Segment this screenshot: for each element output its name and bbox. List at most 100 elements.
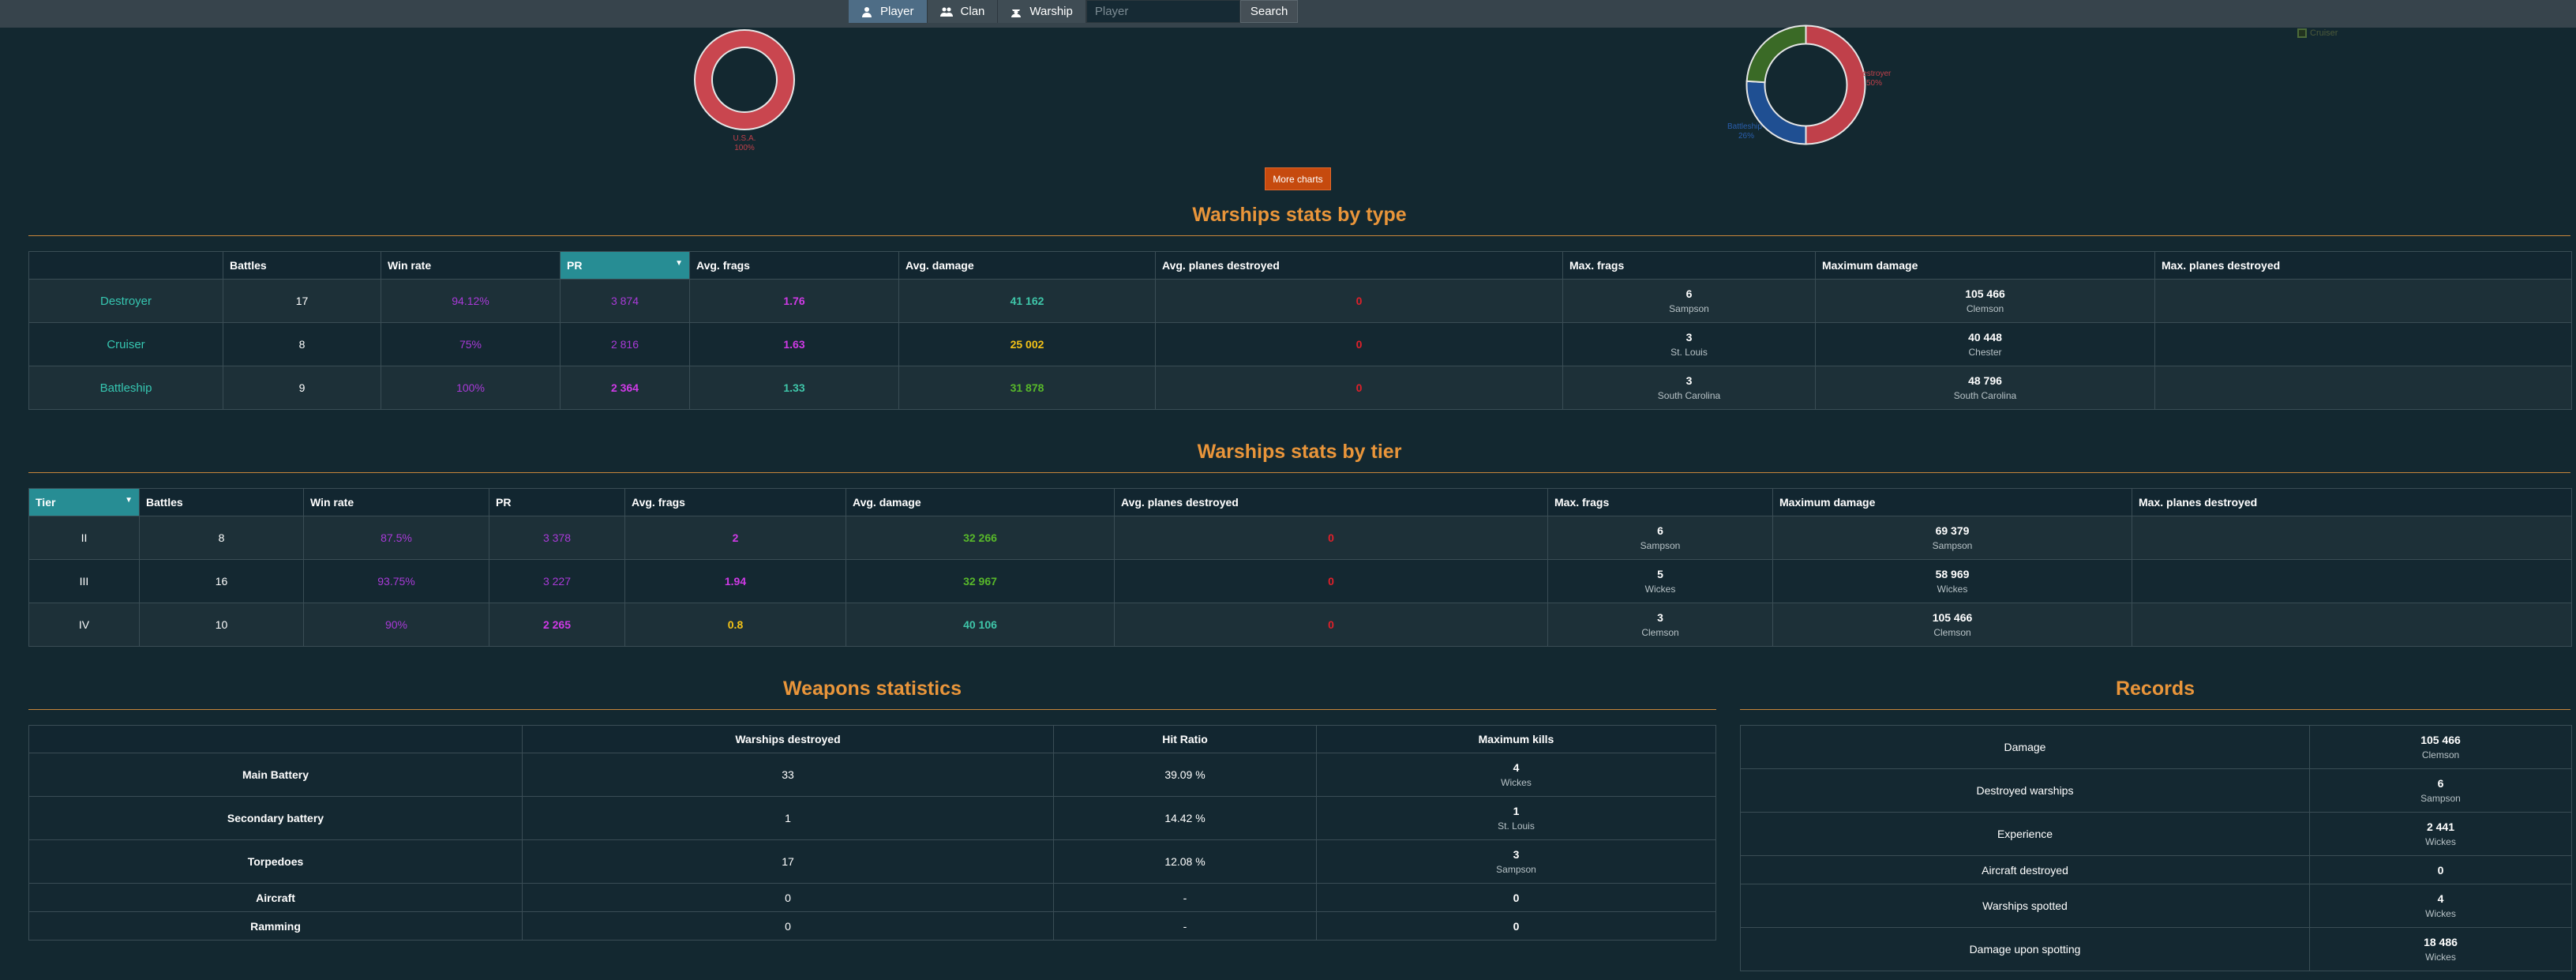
player-tab-label: Player bbox=[880, 5, 914, 18]
warship-tab[interactable]: Warship bbox=[998, 0, 1086, 23]
winrate-cell: 87.5% bbox=[303, 516, 489, 560]
tier-col-tier[interactable]: Tier ▼ bbox=[28, 488, 140, 516]
search-nav-group: Player Clan Warship Search bbox=[849, 0, 1299, 23]
nation-name-text: U.S.A. bbox=[733, 134, 756, 143]
player-tab[interactable]: Player bbox=[849, 0, 928, 23]
table-row: Ramming 0 - 0 bbox=[28, 911, 1716, 941]
table-row: Torpedoes 17 12.08 % 3 Sampson bbox=[28, 839, 1716, 884]
type-chart-legend[interactable]: Cruiser bbox=[2297, 28, 2338, 38]
tier-col-battles[interactable]: Battles bbox=[139, 488, 304, 516]
nation-donut-chart bbox=[694, 29, 795, 130]
type-col-frags[interactable]: Avg. frags bbox=[689, 251, 899, 280]
planes-cell: 0 bbox=[1114, 516, 1548, 560]
tier-col-maxplanes[interactable]: Max. planes destroyed bbox=[2132, 488, 2572, 516]
frags-cell: 1.63 bbox=[689, 322, 899, 366]
record-value-cell: 2 441 Wickes bbox=[2309, 812, 2572, 856]
type-name-cell[interactable]: Battleship bbox=[28, 366, 223, 410]
sort-asc-icon: ▼ bbox=[125, 496, 133, 505]
type-col-pr[interactable]: PR ▼ bbox=[560, 251, 690, 280]
type-slice-cruiser[interactable] bbox=[1745, 24, 1807, 84]
winrate-cell: 100% bbox=[381, 366, 561, 410]
tier-col-planes[interactable]: Avg. planes destroyed bbox=[1114, 488, 1548, 516]
tier-col-maxdamage[interactable]: Maximum damage bbox=[1772, 488, 2132, 516]
weapons-section-divider bbox=[28, 709, 1716, 710]
tier-col-frags[interactable]: Avg. frags bbox=[624, 488, 846, 516]
frags-cell: 0.8 bbox=[624, 603, 846, 647]
tier-col-pr[interactable]: PR bbox=[489, 488, 625, 516]
users-icon bbox=[939, 7, 953, 17]
maxfrags-value: 5 bbox=[1657, 568, 1663, 580]
destroyer-slice-name: Destroyer bbox=[1857, 69, 1892, 78]
weapon-name-cell: Main Battery bbox=[28, 753, 523, 797]
planes-cell: 0 bbox=[1114, 603, 1548, 647]
frags-cell: 1.94 bbox=[624, 559, 846, 603]
tier-cell: II bbox=[28, 516, 140, 560]
pr-cell: 3 227 bbox=[489, 559, 625, 603]
record-ship: Clemson bbox=[2421, 749, 2460, 760]
table-row: IV 10 90% 2 265 0.8 40 106 0 3 Clemson 10… bbox=[28, 603, 2572, 647]
type-col-damage[interactable]: Avg. damage bbox=[898, 251, 1156, 280]
type-name-cell[interactable]: Cruiser bbox=[28, 322, 223, 366]
hitratio-cell: - bbox=[1053, 911, 1317, 941]
type-col-winrate[interactable]: Win rate bbox=[381, 251, 561, 280]
maxfrags-ship: South Carolina bbox=[1657, 390, 1721, 401]
maxplanes-cell bbox=[2154, 322, 2572, 366]
record-name-cell: Destroyed warships bbox=[1740, 768, 2310, 813]
maxdamage-ship: Wickes bbox=[1937, 584, 1968, 595]
maxdamage-cell: 105 466 Clemson bbox=[1772, 603, 2132, 647]
nation-slice-outline bbox=[694, 29, 795, 130]
search-button[interactable]: Search bbox=[1239, 0, 1299, 23]
tier-col-winrate[interactable]: Win rate bbox=[303, 488, 489, 516]
maxdamage-value: 105 466 bbox=[1932, 611, 1973, 624]
table-row: Damage 105 466 Clemson bbox=[1740, 725, 2572, 769]
frags-cell: 2 bbox=[624, 516, 846, 560]
tier-cell: IV bbox=[28, 603, 140, 647]
maxdamage-cell: 58 969 Wickes bbox=[1772, 559, 2132, 603]
record-ship: Wickes bbox=[2425, 908, 2456, 919]
battles-cell: 17 bbox=[223, 279, 381, 323]
hitratio-cell: 12.08 % bbox=[1053, 839, 1317, 884]
record-ship: Wickes bbox=[2425, 836, 2456, 847]
cruiser-legend-swatch bbox=[2297, 28, 2307, 38]
table-row: III 16 93.75% 3 227 1.94 32 967 0 5 Wicke… bbox=[28, 559, 2572, 603]
type-slice-destroyer[interactable] bbox=[1805, 24, 1866, 145]
type-col-planes[interactable]: Avg. planes destroyed bbox=[1155, 251, 1563, 280]
type-donut-chart bbox=[1745, 24, 1866, 145]
battles-cell: 9 bbox=[223, 366, 381, 410]
clan-tab[interactable]: Clan bbox=[927, 0, 999, 23]
tier-col-maxfrags[interactable]: Max. frags bbox=[1547, 488, 1773, 516]
planes-cell: 0 bbox=[1155, 322, 1563, 366]
frags-cell: 1.76 bbox=[689, 279, 899, 323]
battleship-slice-name: Battleship bbox=[1727, 122, 1762, 131]
sort-desc-icon: ▼ bbox=[675, 259, 683, 268]
maxfrags-ship: St. Louis bbox=[1670, 347, 1708, 358]
table-row: Experience 2 441 Wickes bbox=[1740, 812, 2572, 856]
destroyed-cell: 0 bbox=[522, 883, 1054, 912]
maxfrags-ship: Wickes bbox=[1644, 584, 1676, 595]
planes-cell: 0 bbox=[1114, 559, 1548, 603]
damage-cell: 32 967 bbox=[846, 559, 1115, 603]
type-col-battles[interactable]: Battles bbox=[223, 251, 381, 280]
maxkills-value: 4 bbox=[1513, 761, 1520, 774]
type-name-cell[interactable]: Destroyer bbox=[28, 279, 223, 323]
maxdamage-value: 40 448 bbox=[1968, 331, 2002, 344]
clan-tab-label: Clan bbox=[960, 5, 985, 18]
table-row: Secondary battery 1 14.42 % 1 St. Louis bbox=[28, 796, 1716, 840]
nation-slice-usa[interactable] bbox=[695, 30, 794, 130]
destroyed-cell: 0 bbox=[522, 911, 1054, 941]
type-col-maxplanes[interactable]: Max. planes destroyed bbox=[2154, 251, 2572, 280]
damage-cell: 41 162 bbox=[898, 279, 1156, 323]
records-section-title: Records bbox=[2115, 678, 2195, 700]
player-search-input[interactable] bbox=[1086, 0, 1240, 23]
pr-cell: 2 816 bbox=[560, 322, 690, 366]
tier-col-damage[interactable]: Avg. damage bbox=[846, 488, 1115, 516]
destroyer-slice-label: Destroyer 50% bbox=[1857, 69, 1912, 88]
pr-cell: 3 874 bbox=[560, 279, 690, 323]
tier-section-title: Warships stats by tier bbox=[1197, 441, 1402, 463]
type-col-maxfrags[interactable]: Max. frags bbox=[1562, 251, 1816, 280]
maxfrags-ship: Clemson bbox=[1641, 627, 1679, 638]
record-name-cell: Experience bbox=[1740, 812, 2310, 856]
type-col-maxdamage[interactable]: Maximum damage bbox=[1815, 251, 2155, 280]
maxplanes-cell bbox=[2132, 603, 2572, 647]
more-charts-button[interactable]: More charts bbox=[1265, 167, 1331, 190]
